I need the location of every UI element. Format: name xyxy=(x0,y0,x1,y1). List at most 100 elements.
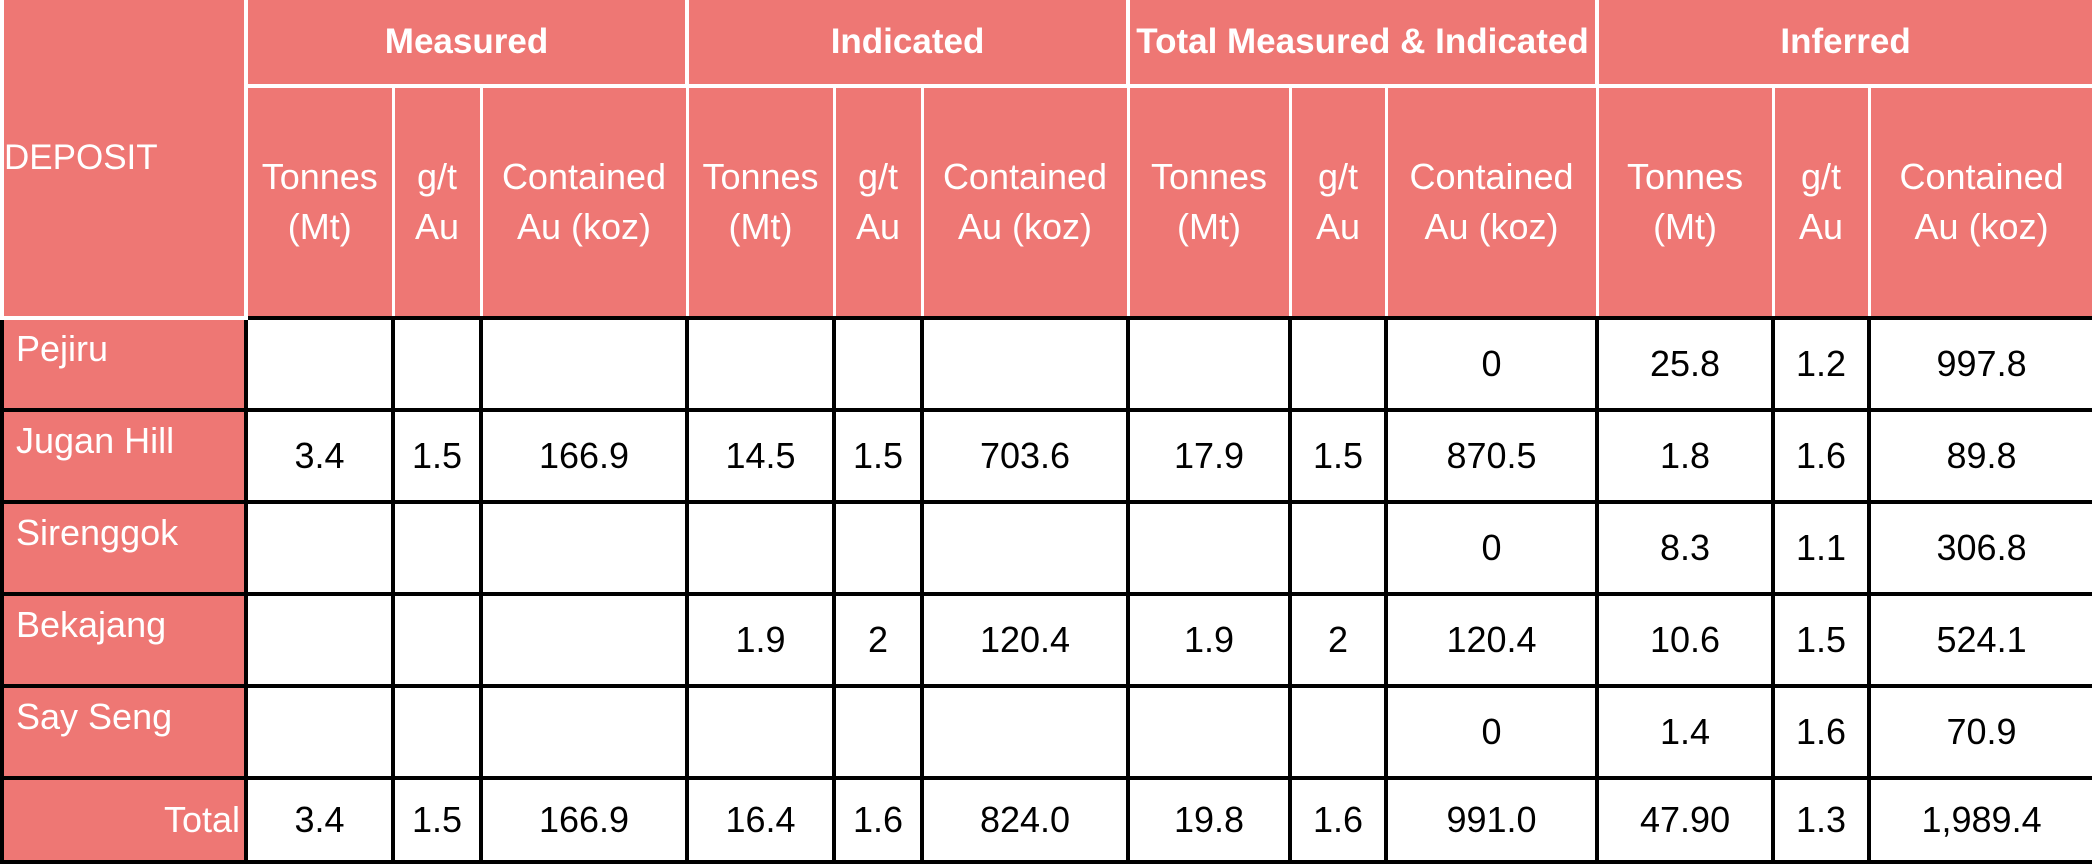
table-cell xyxy=(478,592,690,688)
subheader-line: Contained xyxy=(1409,155,1574,197)
deposit-name: Sirenggok xyxy=(0,500,248,596)
table-row: Bekajang 1.9 2 120.4 1.9 2 120.4 10.6 1.5 524.1 xyxy=(0,592,2092,688)
table-cell: 1.6 xyxy=(1771,684,1872,780)
table-cell: 47.90 xyxy=(1595,776,1776,864)
table-row: Sirenggok 0 8.3 1.1 306.8 xyxy=(0,500,2092,596)
table-cell: 703.6 xyxy=(920,408,1131,504)
subheader-line: Tonnes xyxy=(261,155,378,197)
table-cell: 10.6 xyxy=(1595,592,1776,688)
table-cell: 1.9 xyxy=(1126,592,1293,688)
subheader-contained-au: Contained Au (koz) xyxy=(1867,86,2092,320)
table-cell xyxy=(244,500,395,596)
table-cell xyxy=(1288,500,1389,596)
subheader-line: (Mt) xyxy=(1177,206,1241,247)
subheader-line: (Mt) xyxy=(728,206,793,247)
table-cell: 1.8 xyxy=(1595,408,1776,504)
subheader-line: (Mt) xyxy=(1653,206,1718,247)
table-cell xyxy=(244,316,395,412)
table-cell xyxy=(1288,684,1389,780)
subheader-contained-au: Contained Au (koz) xyxy=(1384,86,1599,320)
subheader-grade: g/t Au xyxy=(1771,86,1871,320)
subheader-line: g/t xyxy=(1318,155,1359,197)
table-cell xyxy=(1126,316,1293,412)
deposit-name: Pejiru xyxy=(0,316,248,412)
subheader-grade: g/t Au xyxy=(1288,86,1388,320)
subheader-line: Au (koz) xyxy=(1914,206,2049,247)
table-cell xyxy=(685,316,837,412)
table-cell xyxy=(832,500,925,596)
table-cell: 17.9 xyxy=(1126,408,1293,504)
table-cell xyxy=(920,500,1131,596)
table-cell: 997.8 xyxy=(1867,316,2092,412)
table-cell: 824.0 xyxy=(920,776,1131,864)
table-cell: 1.6 xyxy=(1288,776,1389,864)
table-cell xyxy=(244,684,395,780)
table-cell xyxy=(391,316,483,412)
table-cell: 19.8 xyxy=(1126,776,1293,864)
table-cell: 120.4 xyxy=(1384,592,1600,688)
subheader-line: Tonnes xyxy=(702,155,819,197)
table-cell: 3.4 xyxy=(244,408,395,504)
total-row: Total 3.4 1.5 166.9 16.4 1.6 824.0 19.8 1.6 991.0… xyxy=(0,776,2092,864)
subheader-line: Au (koz) xyxy=(516,206,652,247)
table-cell xyxy=(478,684,690,780)
subheader-grade: g/t Au xyxy=(832,86,924,320)
table-cell: 1.5 xyxy=(391,408,483,504)
table-cell: 1.5 xyxy=(832,408,925,504)
table-row: Pejiru 0 25.8 1.2 997.8 xyxy=(0,316,2092,412)
deposit-name: Bekajang xyxy=(0,592,248,688)
table-cell xyxy=(920,316,1131,412)
table-cell xyxy=(685,684,837,780)
table-cell: 3.4 xyxy=(244,776,395,864)
table-cell: 14.5 xyxy=(685,408,837,504)
table-row: Say Seng 0 1.4 1.6 70.9 xyxy=(0,684,2092,780)
table-cell: 524.1 xyxy=(1867,592,2092,688)
table-cell: 8.3 xyxy=(1595,500,1776,596)
table-cell xyxy=(1288,316,1389,412)
table-cell: 0 xyxy=(1384,316,1600,412)
subheader-line: Contained xyxy=(942,155,1108,197)
subheader-line: Au xyxy=(1799,206,1844,247)
group-header-indicated: Indicated xyxy=(685,0,1131,88)
subheader-line: Au xyxy=(1315,206,1361,247)
table-cell: 1.2 xyxy=(1771,316,1872,412)
table-cell: 166.9 xyxy=(478,408,690,504)
table-cell: 120.4 xyxy=(920,592,1131,688)
table-cell xyxy=(920,684,1131,780)
table-cell: 1.5 xyxy=(1288,408,1389,504)
subheader-line: g/t xyxy=(416,155,458,197)
subheader-line: Au xyxy=(855,206,901,247)
table-cell: 1.6 xyxy=(1771,408,1872,504)
table-cell xyxy=(244,592,395,688)
table-cell: 166.9 xyxy=(478,776,690,864)
table-cell xyxy=(1126,500,1293,596)
table-row: Jugan Hill 3.4 1.5 166.9 14.5 1.5 703.6 17.9 1.5… xyxy=(0,408,2092,504)
table-cell: 1.3 xyxy=(1771,776,1872,864)
table-cell xyxy=(832,316,925,412)
total-label: Total xyxy=(0,776,248,864)
subheader-tonnes: Tonnes (Mt) xyxy=(1595,86,1775,320)
subheader-line: Tonnes xyxy=(1150,155,1268,197)
subheader-line: g/t xyxy=(858,155,899,197)
table-cell xyxy=(478,316,690,412)
subheader-tonnes: Tonnes (Mt) xyxy=(685,86,836,320)
subheader-line: Contained xyxy=(1899,155,2064,197)
deposit-name: Say Seng xyxy=(0,684,248,780)
table-cell xyxy=(1126,684,1293,780)
table-cell: 1,989.4 xyxy=(1867,776,2092,864)
subheader-line: Contained xyxy=(501,155,667,197)
subheader-line: Au (koz) xyxy=(1424,206,1559,247)
table-cell: 0 xyxy=(1384,500,1600,596)
deposit-name: Jugan Hill xyxy=(0,408,248,504)
table-cell xyxy=(832,684,925,780)
table-cell xyxy=(478,500,690,596)
table-cell: 1.5 xyxy=(1771,592,1872,688)
table-cell: 2 xyxy=(1288,592,1389,688)
table-cell: 306.8 xyxy=(1867,500,2092,596)
subheader-line: Tonnes xyxy=(1627,155,1744,197)
subheader-line: g/t xyxy=(1801,155,1842,197)
subheader-line: Au xyxy=(414,206,460,247)
table-cell: 2 xyxy=(832,592,925,688)
table-cell: 1.6 xyxy=(832,776,925,864)
